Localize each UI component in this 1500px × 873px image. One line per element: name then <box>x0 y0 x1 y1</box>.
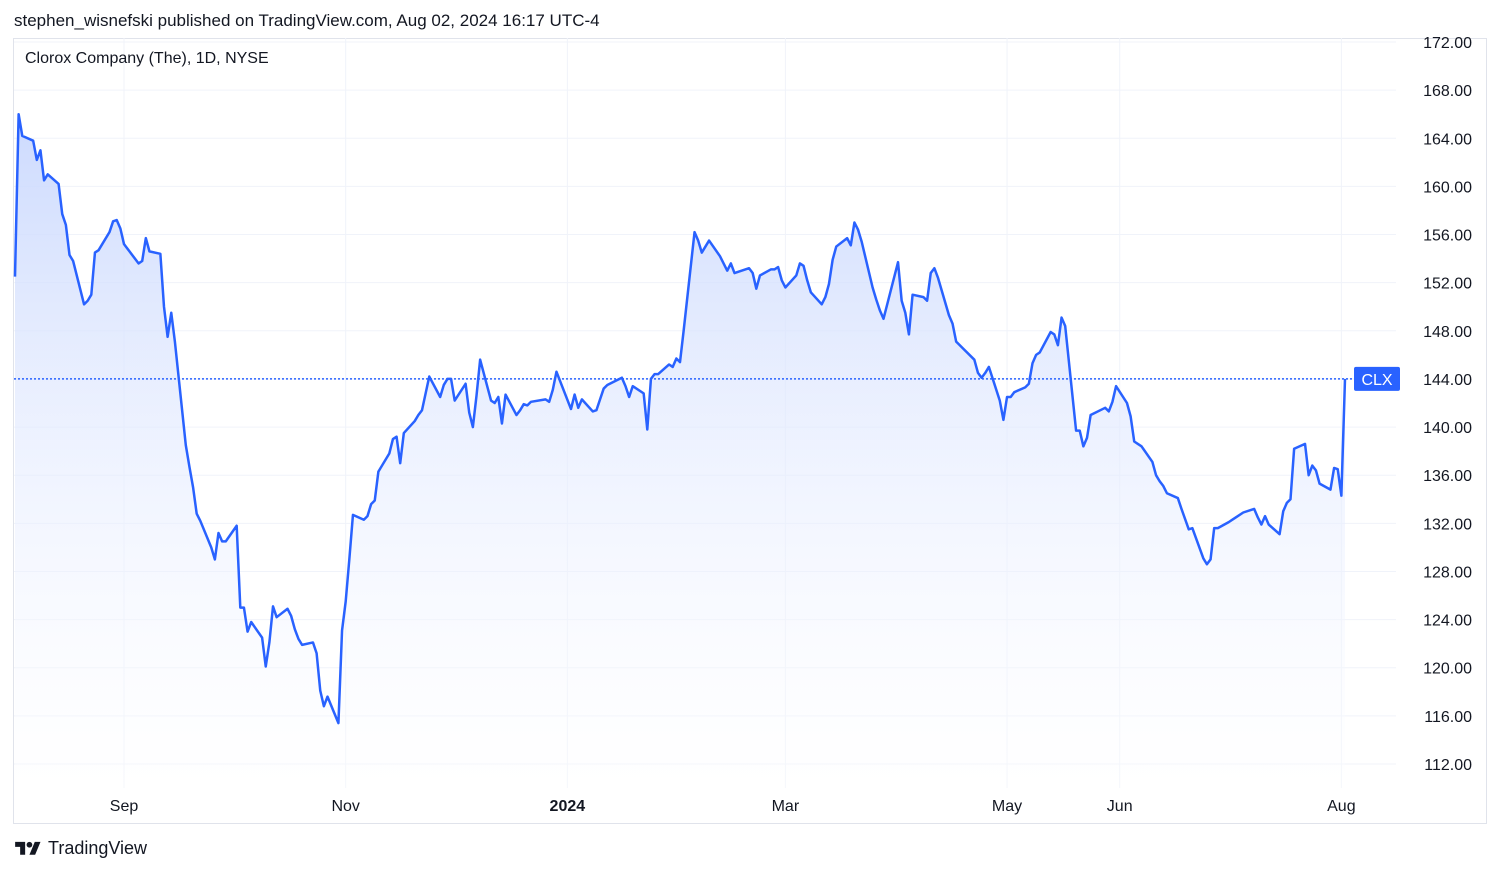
y-tick-label: 156.00 <box>1423 228 1472 245</box>
y-tick-label: 132.00 <box>1423 516 1472 533</box>
y-axis: 112.00 116.00 120.00 124.00 128.00 132.00 136.… <box>1423 35 1472 774</box>
symbol-badge <box>1354 366 1400 391</box>
y-tick-label: 144.00 <box>1423 372 1472 389</box>
x-axis: Sep Nov 2024 Mar May Jun Aug <box>110 798 1356 815</box>
series-line <box>13 112 1347 725</box>
x-tick-label: Sep <box>110 798 139 815</box>
tradingview-logo-icon <box>15 841 41 855</box>
y-tick-label: 152.00 <box>1423 276 1472 293</box>
area-path <box>15 114 1345 788</box>
x-tick-label: Aug <box>1327 798 1355 815</box>
y-tick-label: 168.00 <box>1423 83 1472 100</box>
y-tick-label: 136.00 <box>1423 468 1472 485</box>
price-line <box>13 112 1347 725</box>
publish-line: stephen_wisnefski published on TradingVi… <box>14 11 600 30</box>
price-badge-group: CLX <box>14 366 1400 391</box>
y-tick-label: 160.00 <box>1423 179 1472 196</box>
chart-frame <box>13 38 1487 824</box>
x-tick-label: Jun <box>1107 798 1133 815</box>
x-tick-label: May <box>992 798 1022 815</box>
y-tick-label: 148.00 <box>1423 324 1472 341</box>
symbol-badge-label: CLX <box>1361 372 1392 389</box>
brand-name: TradingView <box>48 838 148 858</box>
y-tick-label: 172.00 <box>1423 35 1472 52</box>
y-tick-label: 140.00 <box>1423 420 1472 437</box>
y-tick-label: 112.00 <box>1424 757 1472 774</box>
y-tick-label: 124.00 <box>1423 613 1472 630</box>
x-tick-label: 2024 <box>550 798 586 815</box>
y-tick-label: 164.00 <box>1423 131 1472 148</box>
y-tick-label: 128.00 <box>1423 564 1472 581</box>
x-tick-label: Mar <box>772 798 800 815</box>
brand[interactable]: TradingView <box>14 838 147 859</box>
symbol-title: Clorox Company (The), 1D, NYSE <box>25 50 269 67</box>
y-tick-label: 116.00 <box>1424 709 1472 726</box>
x-tick-label: Nov <box>331 798 359 815</box>
area-fill <box>15 114 1345 788</box>
y-tick-label: 120.00 <box>1423 661 1472 678</box>
